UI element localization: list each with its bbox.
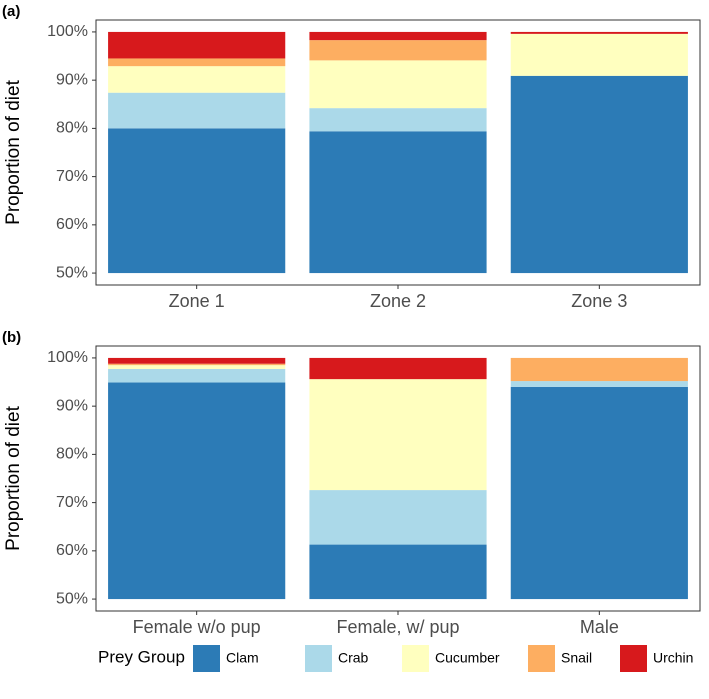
bar-segment: Cucumber: [309, 379, 487, 491]
bar-segment: Urchin: [309, 357, 487, 380]
y-axis-title: Proportion of diet: [3, 405, 24, 550]
y-tick-label: 60%: [56, 542, 88, 559]
legend-swatch: [528, 645, 555, 672]
bar-segment: Crab: [108, 369, 286, 383]
legend-swatch: [193, 645, 220, 672]
y-tick-label: 100%: [47, 349, 88, 366]
bar-segment: Urchin: [108, 357, 286, 364]
x-tick-label: Zone 2: [370, 291, 426, 311]
bar-segment: Clam: [309, 544, 487, 600]
legend-label: Crab: [338, 650, 369, 666]
bar-segment: Cucumber: [108, 365, 286, 370]
legend-swatch: [305, 645, 332, 672]
legend-label: Snail: [561, 650, 592, 666]
x-tick-label: Female w/o pup: [133, 617, 261, 637]
y-tick-label: 100%: [47, 23, 88, 40]
bar-segment: Clam: [309, 131, 487, 274]
bar-segment: Snail: [108, 363, 286, 366]
y-tick-label: 90%: [56, 71, 88, 88]
bar-segment: Clam: [108, 128, 286, 274]
y-tick-label: 70%: [56, 168, 88, 185]
bar-segment: Crab: [309, 490, 487, 545]
y-tick-label: 50%: [56, 264, 88, 281]
bar-segment: Urchin: [309, 31, 487, 41]
bar-segment: Crab: [309, 108, 487, 132]
y-tick-label: 70%: [56, 494, 88, 511]
bar-segment: Crab: [510, 381, 688, 387]
bar-segment: Urchin: [108, 31, 286, 59]
bar-segment: Crab: [108, 92, 286, 129]
bar-segment: Clam: [510, 75, 688, 274]
legend-title: Prey Group: [98, 647, 185, 666]
bar-segment: Cucumber: [510, 33, 688, 76]
x-tick-label: Male: [580, 617, 619, 637]
bar-segment: Snail: [309, 40, 487, 61]
x-tick-label: Zone 3: [571, 291, 627, 311]
bar-segment: Clam: [510, 386, 688, 600]
plot-border: [95, 19, 701, 286]
x-tick-label: Zone 1: [169, 291, 225, 311]
y-tick-label: 80%: [56, 446, 88, 463]
legend-label: Urchin: [653, 650, 693, 666]
legend-label: Clam: [226, 650, 259, 666]
legend-label: Cucumber: [435, 650, 500, 666]
bar-segment: Snail: [108, 58, 286, 67]
bar-segment: Urchin: [510, 31, 688, 34]
y-axis-title: Proportion of diet: [3, 79, 24, 224]
x-tick-label: Female, w/ pup: [336, 617, 459, 637]
bar-segment: Snail: [510, 357, 688, 382]
y-tick-label: 50%: [56, 590, 88, 607]
plot-border: [95, 345, 701, 612]
panel-label: (a): [2, 3, 20, 20]
panel-label: (b): [2, 329, 21, 346]
y-tick-label: 60%: [56, 216, 88, 233]
legend-swatch: [402, 645, 429, 672]
legend-swatch: [620, 645, 647, 672]
bar-segment: Cucumber: [309, 60, 487, 109]
bar-segment: Cucumber: [108, 66, 286, 93]
bar-segment: Clam: [108, 382, 286, 600]
y-tick-label: 90%: [56, 397, 88, 414]
y-tick-label: 80%: [56, 120, 88, 137]
